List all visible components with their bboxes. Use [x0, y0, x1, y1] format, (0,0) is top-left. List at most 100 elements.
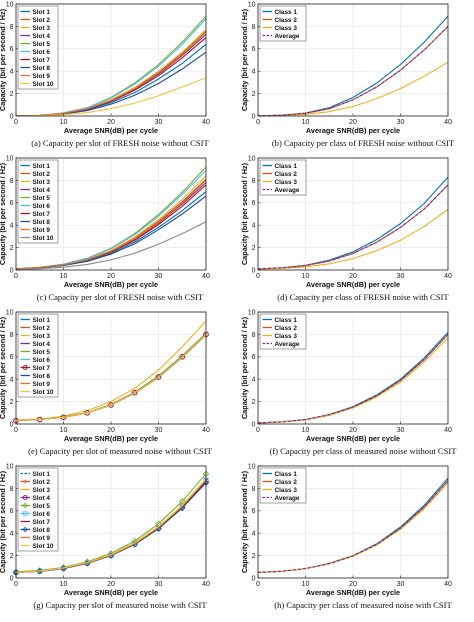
- legend-label: Average: [275, 341, 300, 348]
- legend-label: Class 2: [275, 171, 298, 178]
- data-point: [131, 389, 138, 396]
- legend-label: Slot 3: [33, 179, 51, 186]
- x-tick-label: 30: [155, 581, 163, 588]
- y-tick-label: 6: [10, 354, 14, 361]
- legend-label: Slot 4: [33, 33, 51, 40]
- series-line: [15, 478, 207, 573]
- x-tick-label: 10: [60, 273, 68, 280]
- legend-label: Slot 1: [33, 9, 51, 16]
- x-tick-label: 40: [444, 581, 452, 588]
- y-tick-label: 2: [252, 245, 256, 252]
- legend-label: Slot 7: [33, 57, 51, 64]
- y-tick-label: 0: [252, 421, 256, 428]
- x-tick-label: 0: [14, 427, 18, 434]
- y-axis-label: Capacity (bit per second / Hz): [240, 470, 249, 573]
- y-tick-label: 4: [252, 69, 256, 76]
- x-tick-label: 30: [397, 273, 405, 280]
- legend-label: Average: [275, 187, 300, 194]
- x-tick-label: 10: [302, 581, 310, 588]
- y-tick-label: 10: [248, 1, 256, 8]
- legend-label: Slot 10: [33, 543, 54, 550]
- y-tick-label: 8: [252, 24, 256, 31]
- x-tick-label: 30: [397, 581, 405, 588]
- y-tick-label: 6: [10, 200, 14, 207]
- legend-label: Slot 3: [33, 487, 51, 494]
- x-tick-label: 30: [155, 119, 163, 126]
- y-tick-label: 0: [10, 113, 14, 120]
- x-tick-label: 0: [256, 581, 260, 588]
- y-tick-label: 0: [252, 267, 256, 274]
- x-axis-label: Average SNR(dB) per cycle: [306, 588, 400, 597]
- y-axis-label: Capacity (bit per second / Hz): [240, 8, 249, 111]
- legend-label: Class 1: [275, 471, 298, 478]
- y-axis-label: Capacity (bit per second / Hz): [240, 162, 249, 265]
- y-tick-label: 8: [10, 332, 14, 339]
- y-tick-label: 0: [10, 421, 14, 428]
- legend-label: Slot 1: [33, 471, 51, 478]
- legend-label: Slot 10: [33, 389, 54, 396]
- data-point: [155, 374, 162, 380]
- series-line: [257, 61, 449, 117]
- series-line: [15, 180, 207, 270]
- x-tick-label: 20: [349, 427, 357, 434]
- y-axis-label: Capacity (bit per second / Hz): [0, 8, 7, 111]
- x-axis-label: Average SNR(dB) per cycle: [64, 280, 158, 289]
- series-line: [15, 221, 207, 270]
- x-tick-label: 10: [302, 119, 310, 126]
- legend-label: Slot 6: [33, 511, 51, 518]
- x-tick-label: 10: [302, 427, 310, 434]
- x-tick-label: 40: [202, 119, 210, 126]
- x-axis-label: Average SNR(dB) per cycle: [306, 126, 400, 135]
- legend-label: Class 3: [275, 25, 298, 32]
- y-tick-label: 10: [6, 309, 14, 316]
- y-tick-label: 8: [252, 332, 256, 339]
- y-tick-label: 2: [252, 553, 256, 560]
- y-tick-label: 0: [10, 575, 14, 582]
- legend-label: Slot 1: [33, 317, 51, 324]
- x-tick-label: 0: [14, 119, 18, 126]
- legend-label: Slot 10: [33, 235, 54, 242]
- legend-label: Slot 5: [33, 41, 51, 48]
- x-tick-label: 20: [107, 581, 115, 588]
- y-tick-label: 6: [252, 508, 256, 515]
- y-tick-label: 4: [10, 377, 14, 384]
- y-tick-label: 8: [252, 486, 256, 493]
- legend-label: Class 3: [275, 179, 298, 186]
- legend-label: Slot 9: [33, 535, 51, 542]
- y-tick-label: 4: [252, 377, 256, 384]
- x-axis-label: Average SNR(dB) per cycle: [64, 434, 158, 443]
- y-tick-label: 4: [252, 531, 256, 538]
- y-tick-label: 4: [10, 531, 14, 538]
- x-tick-label: 40: [444, 427, 452, 434]
- y-tick-label: 8: [10, 486, 14, 493]
- subfigure-caption: (e) Capacity per slot of measured noise …: [28, 446, 213, 456]
- legend-label: Class 1: [275, 163, 298, 170]
- y-tick-label: 8: [10, 178, 14, 185]
- x-tick-label: 40: [444, 119, 452, 126]
- series-line: [15, 77, 207, 117]
- legend-label: Slot 3: [33, 25, 51, 32]
- legend-marker: [22, 365, 28, 370]
- x-tick-label: 40: [202, 273, 210, 280]
- x-tick-label: 0: [14, 581, 18, 588]
- subfigure-caption: (c) Capacity per slot of FRESH noise wit…: [37, 292, 204, 302]
- legend-label: Slot 8: [33, 65, 51, 72]
- x-tick-label: 20: [349, 273, 357, 280]
- x-tick-label: 0: [256, 119, 260, 126]
- legend-marker: [22, 511, 28, 516]
- legend-label: Class 2: [275, 325, 298, 332]
- x-axis-label: Average SNR(dB) per cycle: [64, 588, 158, 597]
- legend-label: Slot 4: [33, 187, 51, 194]
- x-tick-label: 40: [444, 273, 452, 280]
- x-tick-label: 10: [60, 581, 68, 588]
- legend-marker: [22, 526, 28, 533]
- subfigure-caption: (d) Capacity per class of FRESH noise wi…: [277, 292, 449, 302]
- x-axis-label: Average SNR(dB) per cycle: [64, 126, 158, 135]
- x-tick-label: 20: [107, 119, 115, 126]
- x-tick-label: 0: [14, 273, 18, 280]
- y-axis-label: Capacity (bit per second / Hz): [0, 162, 7, 265]
- legend-label: Class 1: [275, 9, 298, 16]
